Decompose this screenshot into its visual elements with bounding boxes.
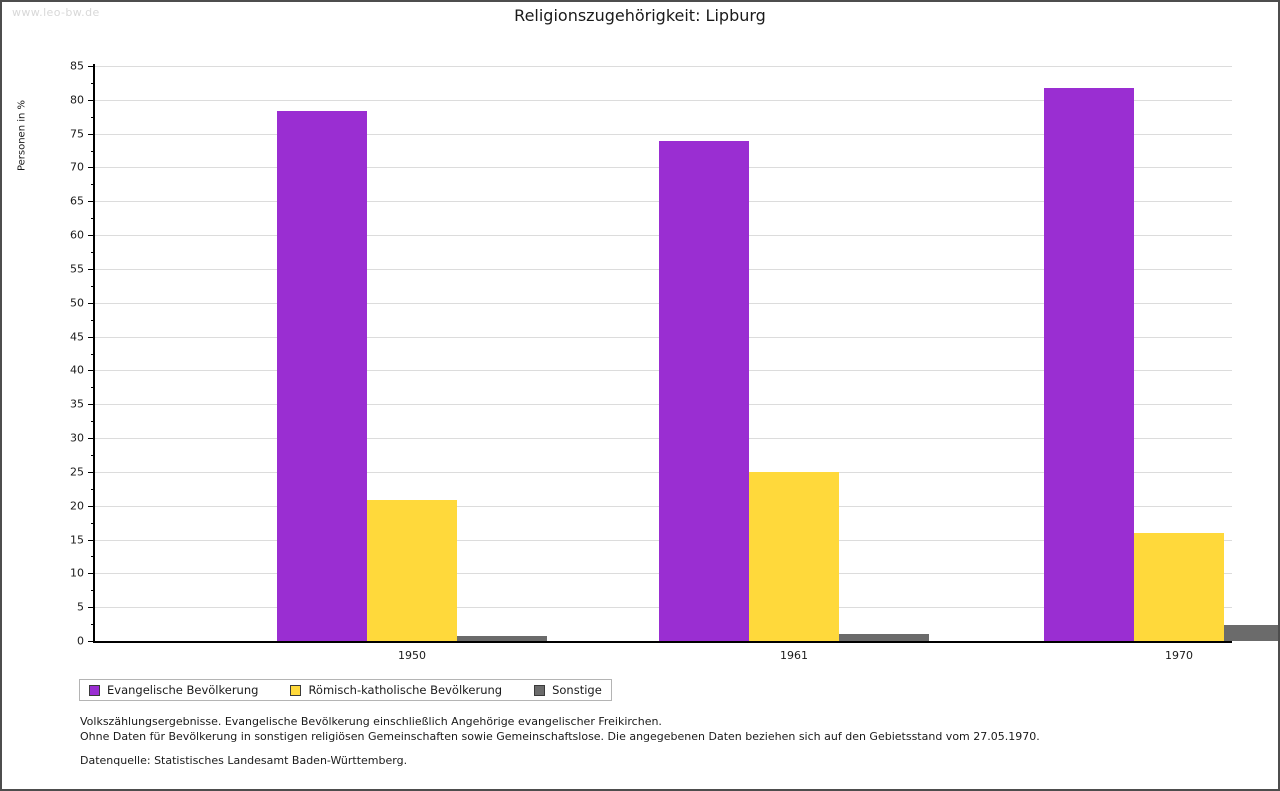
y-tick-label: 70	[70, 160, 84, 174]
bar-1970-katholisch	[1134, 533, 1224, 641]
legend-label-sonstige: Sonstige	[552, 683, 602, 697]
y-minor-tick-mark	[91, 285, 95, 287]
y-tick-mark	[88, 167, 95, 169]
y-tick-mark	[88, 404, 95, 406]
y-tick-mark	[88, 302, 95, 304]
gridline	[95, 133, 1232, 135]
chart-legend: Evangelische Bevölkerung Römisch-katholi…	[79, 679, 612, 701]
bar-1970-evangelisch	[1044, 87, 1134, 641]
plot-inner: 0 5 10 15 20 25 30 35 40 45 50 55 60 65 70 75 80 85	[70, 60, 1278, 648]
legend-label-katholisch: Römisch-katholische Bevölkerung	[308, 683, 503, 697]
y-minor-tick-mark	[91, 421, 95, 423]
y-minor-tick-mark	[91, 319, 95, 321]
y-tick-mark	[88, 235, 95, 237]
legend-item-sonstige: Sonstige	[534, 683, 602, 697]
y-tick-mark	[88, 505, 95, 507]
y-minor-tick-mark	[91, 116, 95, 118]
y-tick-label: 10	[70, 566, 84, 580]
legend-item-evangelisch: Evangelische Bevölkerung	[89, 683, 258, 697]
y-minor-tick-mark	[91, 556, 95, 558]
y-tick-label: 20	[70, 499, 84, 513]
y-tick-mark	[88, 133, 95, 135]
y-tick-label: 75	[70, 127, 84, 141]
y-minor-tick-mark	[91, 82, 95, 84]
bar-1961-sonstige	[839, 633, 929, 641]
y-tick-mark	[88, 641, 95, 642]
x-axis-line	[93, 641, 1232, 643]
y-tick-mark	[88, 66, 95, 67]
y-tick-label: 30	[70, 431, 84, 445]
bar-1950-sonstige	[457, 636, 547, 641]
y-tick-mark	[88, 370, 95, 372]
y-tick-mark	[88, 336, 95, 338]
legend-item-katholisch: Römisch-katholische Bevölkerung	[290, 683, 502, 697]
y-minor-tick-mark	[91, 522, 95, 524]
legend-swatch-icon-katholisch	[290, 684, 302, 696]
footnote-line-2: Ohne Daten für Bevölkerung in sonstigen …	[80, 730, 1040, 743]
y-minor-tick-mark	[91, 590, 95, 592]
y-minor-tick-mark	[91, 488, 95, 490]
y-tick-mark	[88, 607, 95, 609]
y-minor-tick-mark	[91, 150, 95, 152]
y-minor-tick-mark	[91, 218, 95, 220]
x-tick-label-1970: 1970	[1165, 649, 1193, 662]
bar-1950-evangelisch	[277, 111, 367, 641]
y-tick-label: 45	[70, 330, 84, 344]
y-tick-mark	[88, 201, 95, 203]
y-minor-tick-mark	[91, 387, 95, 389]
y-tick-mark	[88, 471, 95, 473]
y-tick-mark	[88, 99, 95, 101]
x-tick-label-1961: 1961	[780, 649, 808, 662]
watermark-text: www.leo-bw.de	[12, 6, 100, 19]
footnotes: Volkszählungsergebnisse. Evangelische Be…	[80, 714, 1040, 744]
y-tick-label: 65	[70, 194, 84, 208]
y-minor-tick-mark	[91, 624, 95, 626]
footnote-line-1: Volkszählungsergebnisse. Evangelische Be…	[80, 715, 662, 728]
y-tick-label: 85	[70, 59, 84, 73]
legend-label-evangelisch: Evangelische Bevölkerung	[107, 683, 259, 697]
page-title: Religionszugehörigkeit: Lipburg	[514, 6, 766, 25]
x-tick-label-1950: 1950	[398, 649, 426, 662]
y-tick-label: 5	[77, 600, 84, 614]
y-minor-tick-mark	[91, 184, 95, 186]
bar-1970-sonstige	[1224, 624, 1278, 641]
y-tick-label: 40	[70, 363, 84, 377]
y-tick-label: 35	[70, 397, 84, 411]
y-minor-tick-mark	[91, 454, 95, 456]
y-tick-label: 15	[70, 533, 84, 547]
data-source-line: Datenquelle: Statistisches Landesamt Bad…	[80, 754, 408, 767]
y-tick-mark	[88, 438, 95, 440]
bar-1961-katholisch	[749, 471, 839, 641]
y-tick-label: 55	[70, 262, 84, 276]
y-tick-label: 60	[70, 228, 84, 242]
y-minor-tick-mark	[91, 353, 95, 355]
y-tick-label: 80	[70, 93, 84, 107]
y-tick-label: 0	[77, 634, 84, 648]
y-tick-mark	[88, 539, 95, 541]
legend-swatch-icon-sonstige	[534, 684, 546, 696]
bar-1961-evangelisch	[659, 141, 749, 641]
bar-1950-katholisch	[367, 499, 457, 641]
y-minor-tick-mark	[91, 252, 95, 254]
y-tick-mark	[88, 268, 95, 270]
y-tick-label: 25	[70, 465, 84, 479]
y-axis-label: Personen in %	[16, 99, 28, 172]
plot-area: 0 5 10 15 20 25 30 35 40 45 50 55 60 65 70 75 80 85 1950 1…	[70, 60, 1278, 662]
y-tick-mark	[88, 573, 95, 575]
gridline	[95, 99, 1232, 101]
legend-swatch-icon-evangelisch	[89, 684, 100, 696]
gridline	[95, 66, 1232, 67]
y-tick-label: 50	[70, 296, 84, 310]
